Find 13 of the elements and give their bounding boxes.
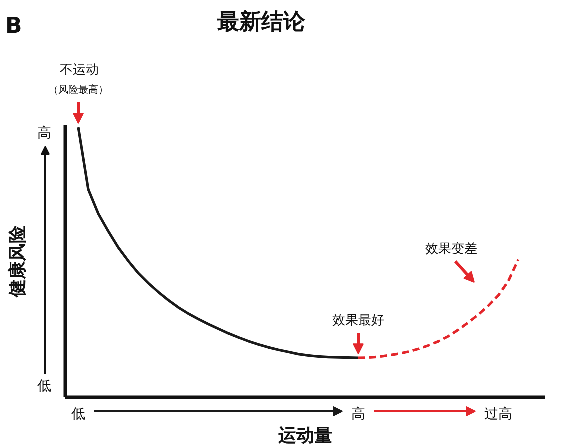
annotation: 效果最好 [332, 314, 384, 329]
x-axis-title: 运动量 [278, 426, 332, 446]
annotation: （风险最高） [48, 84, 108, 96]
chart-title: 最新结论 [216, 9, 306, 35]
annotation: 效果变差 [426, 242, 478, 257]
text: B [6, 14, 22, 39]
y-axis-title: 健康风险 [8, 224, 28, 298]
x-tick-label: 过高 [484, 406, 512, 422]
text: 高 [38, 126, 52, 142]
x-tick-label: 低 [72, 406, 86, 422]
text: 低 [38, 378, 52, 394]
x-tick-label: 高 [352, 406, 366, 422]
text: 不运动 [60, 63, 99, 78]
